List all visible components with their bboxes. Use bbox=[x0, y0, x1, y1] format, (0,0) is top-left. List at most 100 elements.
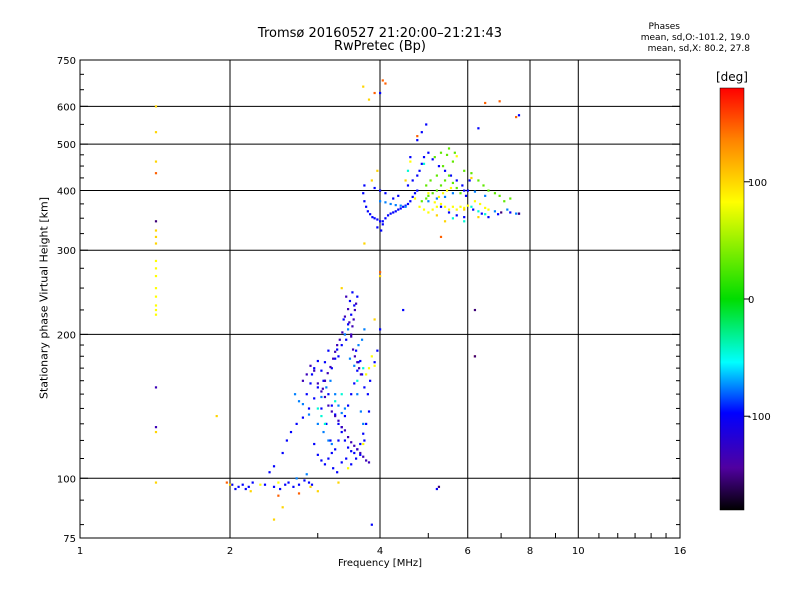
data-point bbox=[337, 422, 340, 426]
data-point bbox=[356, 295, 359, 298]
data-point bbox=[340, 344, 343, 347]
data-point bbox=[389, 212, 392, 215]
data-point bbox=[376, 349, 379, 352]
data-point bbox=[320, 395, 323, 399]
data-point bbox=[416, 189, 419, 192]
data-point bbox=[234, 487, 237, 491]
data-point bbox=[453, 151, 456, 154]
data-point bbox=[397, 194, 400, 197]
plot-frame bbox=[79, 59, 681, 539]
data-point bbox=[353, 364, 356, 367]
data-point bbox=[435, 197, 438, 200]
data-point bbox=[379, 328, 382, 331]
data-point bbox=[367, 98, 371, 101]
data-point bbox=[330, 404, 333, 407]
data-point bbox=[337, 439, 340, 442]
data-point bbox=[326, 372, 329, 375]
data-point bbox=[437, 165, 441, 168]
data-point bbox=[463, 189, 466, 192]
data-point bbox=[506, 208, 509, 211]
data-point bbox=[337, 481, 340, 484]
data-point bbox=[154, 295, 158, 298]
data-point bbox=[359, 410, 362, 413]
data-point bbox=[350, 463, 353, 466]
data-point bbox=[337, 404, 340, 407]
data-point bbox=[451, 217, 455, 220]
data-point bbox=[353, 382, 356, 385]
data-point bbox=[482, 184, 485, 187]
data-point bbox=[394, 210, 397, 213]
data-point bbox=[362, 367, 365, 370]
data-point bbox=[416, 174, 419, 177]
data-point bbox=[359, 373, 362, 376]
data-point bbox=[154, 287, 158, 290]
data-point bbox=[334, 393, 337, 396]
data-point bbox=[477, 216, 480, 219]
data-point bbox=[320, 459, 323, 462]
data-point bbox=[336, 344, 339, 347]
data-point bbox=[336, 348, 339, 351]
data-point bbox=[420, 162, 423, 165]
x-tick-label: 16 bbox=[674, 546, 687, 557]
data-point bbox=[316, 386, 319, 389]
data-point bbox=[340, 393, 343, 396]
data-point bbox=[433, 201, 436, 204]
data-point bbox=[350, 313, 353, 316]
data-point bbox=[365, 205, 368, 208]
data-point bbox=[370, 355, 373, 358]
data-point bbox=[416, 139, 419, 142]
data-point bbox=[323, 463, 327, 466]
data-point bbox=[327, 393, 330, 396]
data-point bbox=[427, 151, 430, 154]
data-point bbox=[384, 192, 387, 195]
data-point bbox=[420, 131, 423, 134]
data-point bbox=[431, 158, 434, 161]
data-point bbox=[297, 492, 301, 495]
data-point bbox=[325, 386, 328, 389]
data-point bbox=[487, 208, 490, 211]
data-point bbox=[373, 364, 376, 367]
data-point bbox=[363, 184, 366, 187]
data-point bbox=[353, 444, 356, 447]
data-point bbox=[346, 467, 350, 470]
data-point bbox=[356, 369, 359, 372]
data-point bbox=[327, 404, 330, 407]
data-point bbox=[346, 323, 350, 326]
data-point bbox=[346, 435, 350, 439]
data-point bbox=[281, 451, 284, 455]
data-point bbox=[493, 192, 497, 195]
data-point bbox=[323, 422, 327, 426]
data-point bbox=[215, 414, 218, 418]
data-point bbox=[322, 430, 325, 434]
data-point bbox=[348, 299, 352, 303]
y-tick-label: 600 bbox=[57, 102, 76, 113]
data-point bbox=[352, 318, 355, 321]
y-tick-label: 300 bbox=[57, 246, 76, 257]
data-point bbox=[346, 308, 350, 311]
data-point bbox=[237, 485, 240, 488]
data-point bbox=[404, 205, 407, 208]
y-tick-label: 500 bbox=[57, 140, 76, 151]
data-point bbox=[353, 451, 356, 455]
data-point bbox=[263, 483, 267, 486]
data-point bbox=[316, 382, 319, 385]
y-tick-label: 75 bbox=[63, 534, 76, 545]
data-point bbox=[284, 483, 287, 486]
data-point bbox=[418, 169, 421, 172]
data-point bbox=[384, 82, 387, 85]
data-point bbox=[517, 212, 521, 215]
data-point bbox=[154, 386, 158, 389]
data-point bbox=[379, 91, 382, 95]
data-point bbox=[154, 426, 158, 429]
data-point bbox=[307, 481, 311, 484]
data-point bbox=[411, 195, 414, 199]
data-point bbox=[154, 242, 158, 245]
data-point bbox=[498, 194, 501, 197]
data-point bbox=[346, 404, 350, 407]
y-tick-label: 750 bbox=[57, 56, 76, 67]
data-point bbox=[301, 379, 305, 382]
data-point bbox=[293, 393, 297, 396]
data-point bbox=[350, 393, 353, 396]
data-point bbox=[320, 369, 323, 372]
data-point bbox=[503, 200, 506, 203]
